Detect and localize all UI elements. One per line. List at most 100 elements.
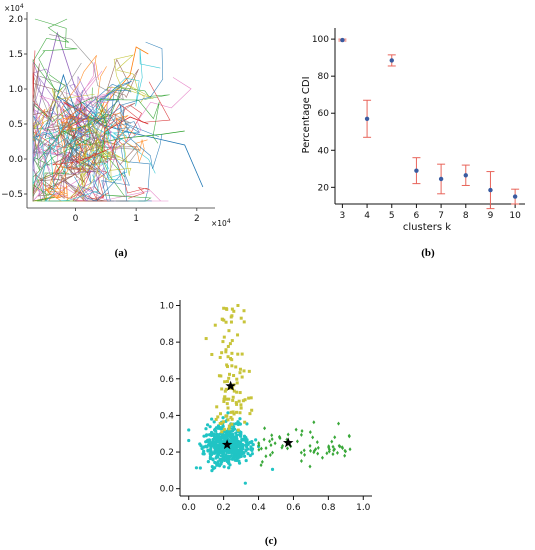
cluster-point: [331, 452, 335, 457]
cluster-point: [209, 451, 214, 456]
cluster-point: [230, 422, 234, 426]
cluster-point: [224, 350, 228, 354]
cluster-point: [240, 446, 244, 450]
cluster-point: [206, 423, 210, 427]
cluster-point: [302, 448, 306, 453]
cluster-point: [227, 466, 231, 470]
cluster-point: [325, 451, 329, 456]
x-tick-label: 9: [488, 211, 494, 221]
cluster-point: [236, 352, 240, 356]
cluster-point: [230, 339, 234, 343]
cluster-point: [222, 399, 226, 403]
centroid-star: [221, 439, 233, 450]
cluster-point: [209, 441, 213, 445]
cluster-point: [225, 379, 229, 383]
y-tick-label: 1.0: [160, 301, 175, 311]
cluster-point: [239, 316, 243, 320]
cluster-point: [207, 433, 212, 437]
x-tick-label: 6: [414, 211, 420, 221]
cluster-point: [243, 398, 247, 402]
cluster-point: [222, 420, 226, 424]
cluster-point: [280, 445, 284, 450]
data-point: [463, 173, 468, 178]
y-tick-label: 20: [318, 183, 330, 193]
cluster-point: [224, 453, 228, 457]
cluster-point: [332, 447, 336, 452]
cluster-point: [187, 428, 191, 432]
cluster-point: [315, 440, 319, 445]
cluster-point: [242, 320, 246, 324]
trajectory-line: [84, 77, 192, 151]
cluster-point: [225, 397, 229, 401]
cluster-point: [236, 444, 241, 449]
cluster-point: [213, 446, 217, 450]
centroid-star: [225, 380, 236, 391]
cluster-point: [223, 434, 227, 438]
cluster-point: [221, 340, 225, 344]
cluster-point: [220, 435, 224, 439]
cluster-point: [260, 459, 264, 464]
cluster-point: [268, 439, 272, 444]
trajectory-line: [32, 145, 93, 173]
cluster-point: [213, 323, 217, 327]
panel-a-x-multiplier: ×104: [211, 218, 231, 228]
cluster-point: [238, 411, 242, 415]
cluster-point: [211, 458, 215, 462]
trajectory-line: [55, 133, 82, 175]
panel-b-label: (b): [421, 247, 435, 259]
cluster-point: [218, 442, 222, 446]
cluster-point: [226, 344, 230, 348]
cluster-point: [227, 427, 231, 431]
cluster-point: [220, 460, 224, 464]
cluster-point: [237, 399, 241, 403]
cluster-point: [225, 307, 229, 311]
trajectory-line: [91, 126, 122, 181]
cluster-point: [240, 375, 244, 379]
cluster-point: [222, 465, 226, 469]
trajectory-line: [80, 102, 136, 152]
cluster-point: [263, 426, 267, 431]
panel-a-ticks: 0 1 2 −0.5 0.0 0.5 1.0 1.5 2.0: [1, 15, 200, 224]
cluster-point: [234, 365, 238, 369]
panel-b-chart: 3 4 5 6 7 8 9 10 20 40 60 80 100 clusters k Percenta…: [301, 28, 525, 259]
cluster-point: [219, 426, 224, 430]
y-tick-label: 1.0: [9, 85, 24, 95]
panel-b-y-label: Percentage CDI: [301, 76, 312, 153]
cluster-point: [226, 454, 231, 459]
x-tick-label: 2: [194, 214, 200, 224]
trajectory-line: [46, 113, 140, 163]
cluster-point: [285, 446, 289, 451]
cluster-point: [202, 449, 206, 453]
cluster-point: [220, 351, 224, 355]
cluster-point: [225, 402, 229, 406]
cluster-point: [343, 453, 347, 458]
trajectory-line: [49, 168, 103, 202]
y-tick-label: 0.8: [160, 338, 175, 348]
cluster-point: [215, 463, 219, 467]
cluster-point: [204, 440, 208, 444]
trajectory-line: [52, 81, 171, 166]
cluster-point: [238, 367, 242, 371]
data-point: [488, 187, 493, 193]
cluster-point: [235, 437, 239, 441]
trajectory-line: [32, 61, 91, 132]
cluster-point: [205, 433, 209, 437]
y-tick-label: 0.5: [9, 120, 23, 130]
cluster-point: [224, 387, 228, 391]
cluster-point: [308, 430, 312, 435]
cluster-point: [232, 374, 236, 378]
cluster-point: [233, 448, 237, 452]
cluster-point: [206, 459, 210, 464]
cluster-point: [246, 447, 250, 451]
cluster-point: [254, 438, 258, 442]
cluster-point: [231, 398, 235, 402]
cluster-point: [224, 348, 228, 352]
cluster-point: [210, 352, 214, 356]
x-tick-label: 5: [389, 211, 395, 221]
cluster-point: [286, 432, 290, 437]
cluster-point: [320, 455, 324, 460]
cluster-point: [269, 443, 273, 448]
cluster-point: [194, 466, 199, 470]
cluster-point: [229, 315, 233, 319]
cluster-point: [221, 455, 225, 459]
